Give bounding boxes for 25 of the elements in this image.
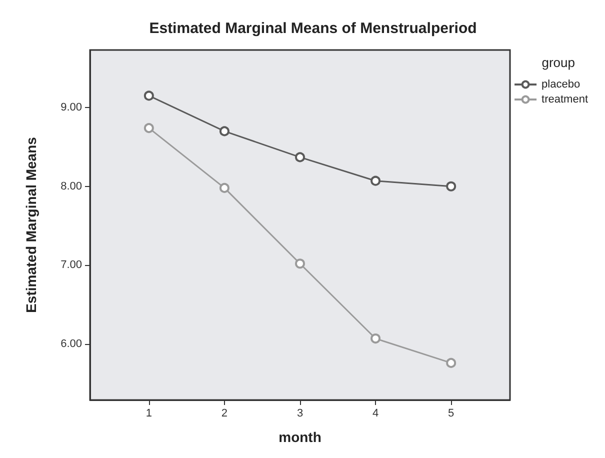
- y-tick-label: 7.00: [60, 259, 82, 272]
- point: [370, 176, 381, 186]
- x-tick-label: 2: [221, 408, 228, 420]
- point: [370, 334, 381, 344]
- y-tick-label: 6.00: [60, 338, 82, 350]
- point: [446, 358, 456, 368]
- point: [219, 182, 230, 193]
- point: [295, 258, 305, 269]
- y-tick-label: 8.00: [60, 180, 82, 192]
- x-tick-label: 4: [372, 408, 379, 420]
- point: [219, 126, 230, 136]
- point: [295, 152, 305, 162]
- point: [446, 181, 456, 192]
- x-tick-label: 5: [448, 408, 454, 420]
- x-tick-label: 1: [146, 408, 152, 420]
- legend-title: group: [542, 55, 575, 70]
- point: [144, 123, 154, 134]
- x-axis-title: month: [278, 429, 322, 445]
- chart-title: Estimated Marginal Means of Menstrualperiod: [149, 20, 477, 37]
- legend-label: treatment: [542, 94, 588, 106]
- y-axis-title: Estimated Marginal Means: [23, 136, 39, 313]
- x-tick-label: 3: [296, 408, 304, 420]
- legend-label: placebo: [542, 78, 580, 90]
- y-tick-label: 9.00: [60, 102, 82, 114]
- point: [144, 90, 154, 101]
